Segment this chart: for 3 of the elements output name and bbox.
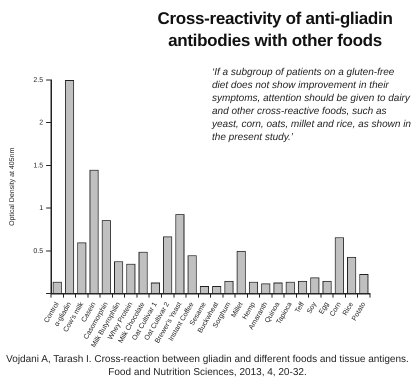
text: Vojdani A, Tarash I. Cross-reaction between gliadin and different foods and tissue antigens. Food and Nutrition Sciences, 2013, 4, 20-32. (5, 353, 410, 379)
annotation: ‘If a subgroup of patients on a gluten-free diet does not show improvement in their symptoms, attention should be given to dairy and other cross-reactive foods, such as yeast, corn, oats, millet and rice, as shown in the present study.’ (212, 66, 412, 144)
chart-title: Cross-reactivity of anti-gliadin antibodies with other foods (156, 8, 394, 52)
